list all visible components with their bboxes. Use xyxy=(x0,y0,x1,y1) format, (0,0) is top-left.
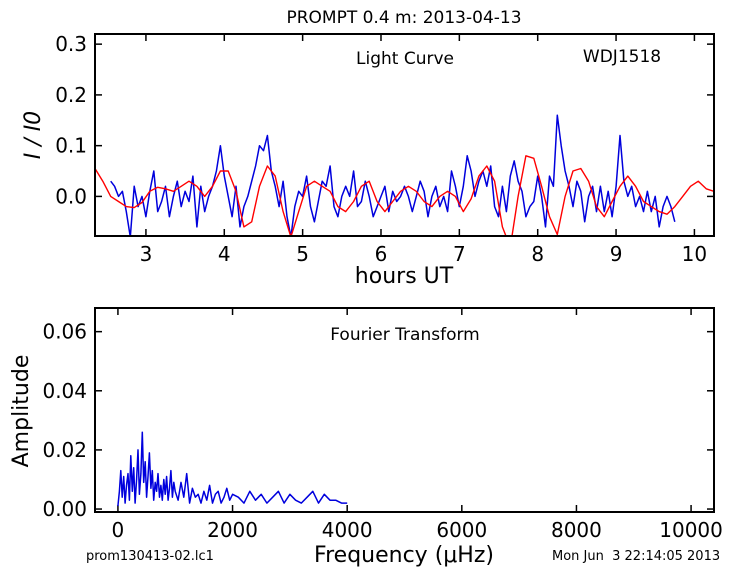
fourier-panel: 0 2000 4000 6000 8000 10000 0.000.020.040.06 … xyxy=(9,307,723,568)
light-curve-data-line xyxy=(110,114,676,236)
fourier-title: Fourier Transform xyxy=(330,325,479,345)
light-curve-yticks: 0.0 0.1 0.2 0.3 xyxy=(55,32,714,208)
light-curve-ytick-label: 0.2 xyxy=(55,83,87,107)
light-curve-ytick-label: 0.0 xyxy=(55,184,87,208)
light-curve-xtick-label: 4 xyxy=(218,242,231,266)
light-curve-title: Light Curve xyxy=(356,49,454,69)
light-curve-xtick-label: 10 xyxy=(682,242,707,266)
light-curve-xtick-label: 7 xyxy=(453,242,466,266)
fourier-plot xyxy=(117,431,348,507)
light-curve-panel: 3 4 5 6 7 8 9 10 0.0 0.1 0.2 0.3 Light Curve WDJ15… xyxy=(21,32,715,289)
fourier-ytick-label: 0.04 xyxy=(42,379,87,403)
fourier-ylabel: Amplitude xyxy=(9,355,34,468)
light-curve-frame xyxy=(94,33,715,237)
fourier-frame xyxy=(94,307,715,513)
fourier-xtick-label: 8000 xyxy=(551,518,602,542)
light-curve-xtick-label: 9 xyxy=(610,242,623,266)
light-curve-xtick-label: 5 xyxy=(296,242,309,266)
fourier-xtick-label: 6000 xyxy=(436,518,487,542)
figure-title: PROMPT 0.4 m: 2013-04-13 xyxy=(286,8,521,28)
light-curve-xticks: 3 4 5 6 7 8 9 10 xyxy=(140,34,707,266)
footer-filename: prom130413-02.lc1 xyxy=(86,549,214,564)
fourier-ytick-label: 0.06 xyxy=(42,320,87,344)
footer-timestamp: Mon Jun 3 22:14:05 2013 xyxy=(552,549,721,564)
light-curve-xtick-label: 8 xyxy=(531,242,544,266)
fourier-ytick-label: 0.02 xyxy=(42,438,87,462)
light-curve-ytick-label: 0.3 xyxy=(55,32,87,56)
light-curve-annotation: WDJ1518 xyxy=(583,47,661,67)
light-curve-xtick-label: 6 xyxy=(375,242,388,266)
fourier-yticks: 0.00 0.02 0.04 0.06 xyxy=(42,320,714,521)
fourier-xtick-label: 10000 xyxy=(659,518,723,542)
light-curve-plot xyxy=(95,114,714,236)
fourier-xtick-label: 0 xyxy=(112,518,125,542)
light-curve-ytick-label: 0.1 xyxy=(55,134,87,158)
fourier-data-line xyxy=(117,431,348,507)
fourier-xticks: 0 2000 4000 6000 8000 10000 xyxy=(112,308,723,542)
fourier-ytick-label: 0.00 xyxy=(42,497,87,521)
light-curve-model-line xyxy=(95,155,714,236)
light-curve-xlabel: hours UT xyxy=(355,264,454,289)
light-curve-ylabel: I / I0 xyxy=(21,111,46,159)
fourier-xlabel: Frequency (μHz) xyxy=(314,543,494,568)
fourier-xtick-label: 4000 xyxy=(322,518,373,542)
fourier-xtick-label: 2000 xyxy=(207,518,258,542)
light-curve-xtick-label: 3 xyxy=(140,242,153,266)
